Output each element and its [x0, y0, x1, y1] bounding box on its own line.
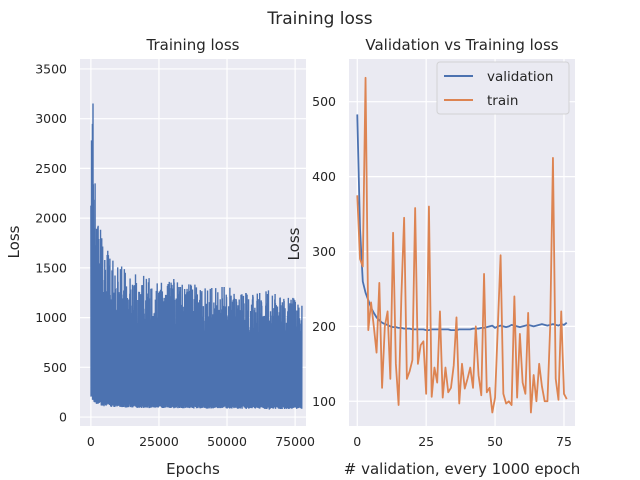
x-tick-label: 75 [556, 434, 572, 449]
x-tick-label: 25 [418, 434, 434, 449]
x-tick-label: 0 [87, 434, 95, 449]
validation-title: Validation vs Training loss [365, 36, 558, 54]
y-tick-label: 100 [312, 394, 336, 409]
training-loss-ticks: 0 25000 50000 75000 0 500 1000 1500 2000 2500 3000… [35, 61, 315, 449]
legend-train-label: train [487, 93, 518, 109]
y-tick-label: 2500 [35, 161, 67, 176]
y-tick-label: 300 [312, 244, 336, 259]
training-loss-panel: 0 25000 50000 75000 0 500 1000 1500 2000 2500 3000… [5, 36, 315, 478]
legend-validation-label: validation [487, 69, 553, 85]
y-tick-label: 0 [59, 410, 67, 425]
validation-series [356, 76, 568, 414]
training-loss-ylabel: Loss [5, 225, 23, 258]
validation-xlabel: # validation, every 1000 epoch [344, 460, 581, 478]
training-loss-series [90, 103, 303, 410]
y-tick-label: 500 [312, 94, 336, 109]
figure-title: Training loss [266, 9, 372, 29]
x-tick-label: 25000 [139, 434, 179, 449]
x-tick-label: 50 [487, 434, 503, 449]
y-tick-label: 2000 [35, 211, 67, 226]
x-tick-label: 50000 [207, 434, 247, 449]
train-line [356, 76, 568, 414]
training-loss-line [90, 103, 303, 410]
training-loss-title: Training loss [146, 36, 240, 54]
y-tick-label: 1500 [35, 260, 67, 275]
validation-ticks: 0 25 50 75 100 200 300 400 500 [312, 94, 572, 449]
y-tick-label: 3000 [35, 111, 67, 126]
y-tick-label: 200 [312, 319, 336, 334]
validation-ylabel: Loss [285, 227, 303, 260]
y-tick-label: 1000 [35, 310, 67, 325]
y-tick-label: 400 [312, 169, 336, 184]
x-tick-label: 0 [353, 434, 361, 449]
y-tick-label: 500 [43, 360, 67, 375]
legend: validation train [436, 61, 570, 115]
y-tick-label: 3500 [35, 61, 67, 76]
training-loss-xlabel: Epochs [166, 460, 220, 478]
validation-vs-training-panel: 0 25 50 75 100 200 300 400 500 Validation vs Tra… [285, 36, 580, 478]
x-tick-label: 75000 [275, 434, 315, 449]
